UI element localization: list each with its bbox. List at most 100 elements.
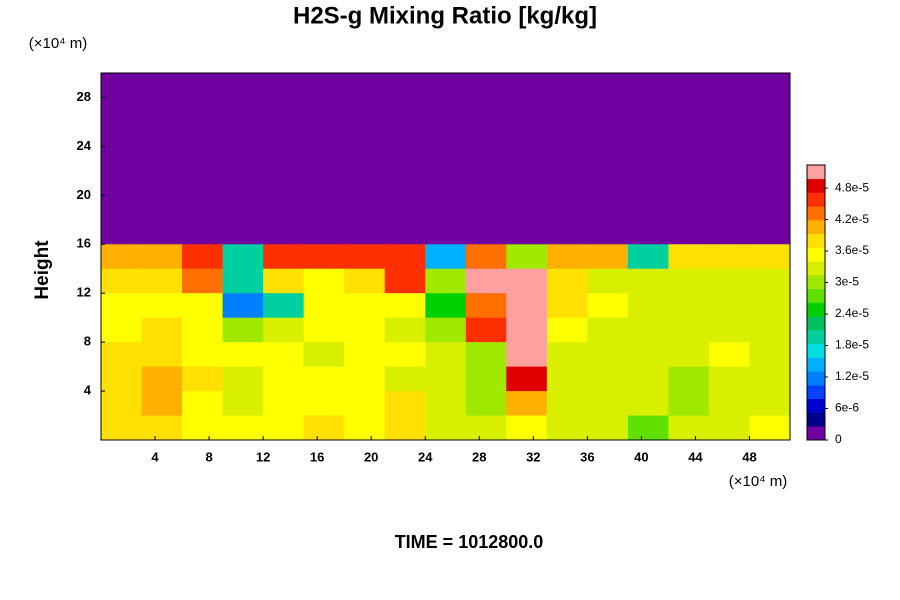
colorbar-tick-label: 3.6e-5 [835, 243, 869, 257]
colorbar-tick-label: 1.8e-5 [835, 338, 869, 352]
heat-cell [425, 146, 467, 172]
heat-cell [384, 73, 426, 98]
heat-cell [465, 244, 507, 270]
heat-cell [425, 293, 467, 319]
heat-cell [587, 195, 629, 221]
heat-cell [344, 146, 386, 172]
heat-cell [425, 170, 467, 196]
colorbar-band [807, 385, 825, 400]
heat-cell [182, 244, 224, 270]
heat-cell [222, 170, 264, 196]
heat-cell [708, 293, 750, 319]
heat-cell [749, 73, 791, 98]
heat-cell [587, 97, 629, 123]
heat-cell [141, 170, 183, 196]
heat-cell [465, 391, 507, 417]
heat-cell [344, 170, 386, 196]
heat-cell [587, 293, 629, 319]
heat-cell [344, 317, 386, 343]
y-unit-label: (×10⁴ m) [29, 35, 88, 52]
heat-cell [627, 121, 669, 147]
heat-cell [506, 317, 548, 343]
colorbar-frame [806, 164, 826, 441]
colorbar-band [807, 412, 825, 427]
plot-frame [100, 72, 791, 441]
heat-cell [263, 268, 305, 294]
heat-cell [182, 293, 224, 319]
heat-cell [141, 121, 183, 147]
heat-cell [303, 97, 345, 123]
heat-cell [465, 170, 507, 196]
heat-cell [182, 73, 224, 98]
heat-cell [708, 268, 750, 294]
heat-cell [627, 293, 669, 319]
heat-cell [708, 391, 750, 417]
heat-cell [344, 195, 386, 221]
heat-cell [263, 73, 305, 98]
heat-cell [465, 121, 507, 147]
y-tick-label: 12 [77, 285, 91, 300]
heat-cell [708, 73, 750, 98]
heat-cell [263, 293, 305, 319]
heat-cell [101, 317, 143, 343]
heat-cell [182, 317, 224, 343]
heat-cell [546, 244, 588, 270]
heat-cell [749, 317, 791, 343]
heat-cell [668, 195, 710, 221]
heat-cell [425, 244, 467, 270]
heat-cell [384, 391, 426, 417]
heat-cell [222, 195, 264, 221]
heat-cell [384, 415, 426, 441]
x-tick-label: 36 [580, 449, 594, 464]
heat-cell [587, 121, 629, 147]
colorbar-band [807, 220, 825, 235]
colorbar-tick-label: 4.8e-5 [835, 180, 869, 194]
heat-cell [546, 342, 588, 368]
heat-cell [222, 391, 264, 417]
x-unit-label: (×10⁴ m) [729, 473, 788, 490]
heat-cell [263, 170, 305, 196]
heat-cell [303, 170, 345, 196]
heat-cell [222, 268, 264, 294]
heat-cell [668, 121, 710, 147]
heat-cell [546, 268, 588, 294]
heat-cell [749, 342, 791, 368]
heat-cell [668, 317, 710, 343]
heat-cell [668, 342, 710, 368]
heat-cell [101, 366, 143, 392]
heat-cell [141, 73, 183, 98]
y-tick-label: 8 [84, 334, 91, 349]
heat-cell [263, 366, 305, 392]
heat-cell [546, 73, 588, 98]
heat-cell [546, 219, 588, 245]
heat-cell [668, 366, 710, 392]
heat-cell [708, 146, 750, 172]
colorbar-tick-label: 3e-5 [835, 275, 859, 289]
heat-cell [182, 415, 224, 441]
heat-cell [303, 366, 345, 392]
heat-cell [344, 73, 386, 98]
heat-cell [384, 366, 426, 392]
heat-cell [627, 415, 669, 441]
heat-cell [182, 366, 224, 392]
heat-cell [182, 268, 224, 294]
heat-cell [546, 97, 588, 123]
heat-cell [546, 195, 588, 221]
heat-cell [506, 391, 548, 417]
heat-cell [506, 73, 548, 98]
colorbar-band [807, 426, 825, 441]
heat-cell [263, 342, 305, 368]
x-tick-label: 24 [418, 449, 433, 464]
heat-cell [263, 415, 305, 441]
heat-cell [344, 293, 386, 319]
heat-cell [627, 244, 669, 270]
heat-cell [749, 219, 791, 245]
colorbar-band [807, 330, 825, 345]
heat-cell [668, 293, 710, 319]
heat-cell [749, 415, 791, 441]
heat-cell [141, 268, 183, 294]
colorbar-tick-label: 6e-6 [835, 401, 859, 415]
heat-cell [141, 244, 183, 270]
heat-cell [222, 121, 264, 147]
heat-cell [749, 97, 791, 123]
